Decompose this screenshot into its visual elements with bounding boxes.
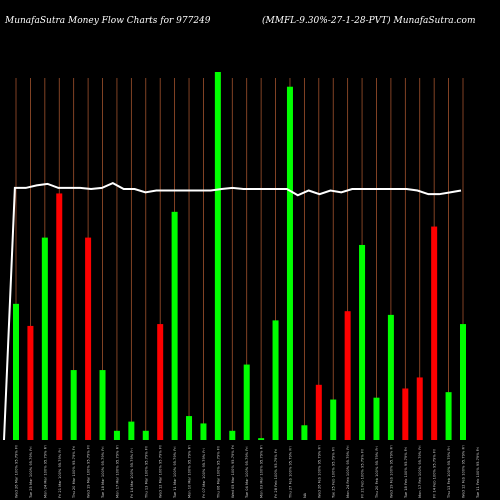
money-flow-bar — [142, 430, 149, 440]
x-tick-label: Fri 21 Feb 100% 95.79% Fri — [361, 449, 365, 498]
x-tick-label: Fri 28 Feb 100% 95.79% Fri — [274, 449, 278, 498]
money-flow-bar — [85, 237, 92, 440]
x-tick-label: Thu 20 Mar 100% 95.79% Fri — [72, 446, 76, 499]
x-tick-label: Thu 06 Mar 100% 95.79% Fri — [216, 446, 220, 499]
x-tick-label: Tue 11 Feb 100% 95.79% Fri — [476, 447, 480, 499]
money-flow-line — [3, 182, 462, 441]
x-tick-label: Thu 20 Feb 100% 95.79% Fri — [375, 446, 379, 499]
x-tick-label: Wed 26 Mar 100% 95.79% Fri — [15, 445, 19, 498]
money-flow-bar — [359, 244, 366, 440]
money-flow-bar — [460, 324, 466, 440]
money-flow-bar — [27, 325, 34, 440]
x-tick-label: Wed 12 Mar 100% 95.79% Fri — [159, 445, 163, 498]
money-flow-bar — [128, 421, 135, 440]
money-flow-bar — [344, 311, 351, 440]
money-flow-bar — [373, 397, 380, 440]
money-flow-bar — [99, 370, 106, 440]
money-flow-bar — [445, 392, 452, 440]
x-tick-label: Thu 13 Feb 100% 95.79% Fri — [447, 446, 451, 499]
x-tick-label: Tue 04 Mar 100% 95.79% Fri — [245, 447, 249, 499]
x-tick-label: NA — [303, 492, 307, 498]
x-tick-label: Wed 05 Mar 100% 95.79% Fri — [231, 445, 235, 498]
money-flow-bar — [315, 384, 322, 440]
x-tick-label: Mon 17 Mar 100% 95.79% Fri — [115, 445, 119, 498]
money-flow-bar — [70, 370, 77, 440]
chart-title-right: (MMFL-9.30%-27-1-28-PVT) MunafaSutra.com — [262, 16, 476, 26]
x-tick-label: Wed 26 Feb 100% 95.79% Fri — [317, 445, 321, 498]
x-tick-label: Wed 12 Feb 100% 95.79% Fri — [462, 445, 466, 498]
money-flow-bar — [330, 399, 337, 440]
x-axis-labels: Wed 26 Mar 100% 95.79% Fri Tue 25 Mar 100… — [15, 445, 480, 499]
x-tick-label: Mon 10 Mar 100% 95.79% Fri — [188, 445, 192, 498]
money-flow-bar — [301, 425, 308, 440]
money-flow-bar — [171, 211, 178, 440]
x-tick-label: Thu 13 Mar 100% 95.79% Fri — [144, 446, 148, 499]
x-tick-label: Fri 21 Mar 100% 95.79% Fri — [58, 448, 62, 498]
x-tick-label: Fri 07 Mar 100% 95.79% Fri — [202, 448, 206, 498]
money-flow-bar — [272, 320, 279, 440]
x-tick-label: Wed 19 Mar 100% 95.79% Fri — [87, 445, 91, 498]
money-flow-bar — [229, 430, 236, 440]
money-flow-bar — [200, 423, 207, 440]
money-flow-bar — [416, 377, 423, 440]
money-flow-bar — [431, 226, 438, 440]
money-flow-bar — [387, 314, 394, 440]
money-flow-bar — [113, 430, 120, 440]
money-flow-bar — [186, 416, 193, 440]
money-flow-bar — [214, 72, 221, 440]
x-tick-label: Tue 11 Mar 100% 95.79% Fri — [173, 447, 177, 499]
money-flow-bar — [402, 388, 409, 440]
money-flow-bar — [258, 438, 265, 440]
x-tick-label: Mon 24 Feb 100% 95.79% Fri — [346, 446, 350, 498]
money-flow-bar — [286, 86, 293, 440]
chart-header: MunafaSutra Money Flow Charts for 977249… — [0, 0, 500, 36]
money-flow-bar — [13, 303, 19, 440]
money-flow-bar — [41, 237, 48, 440]
chart-title-left: MunafaSutra Money Flow Charts for 977249 — [5, 16, 211, 26]
money-flow-bar — [157, 324, 164, 440]
x-tick-label: Fri 14 Feb 100% 95.79% Fri — [433, 449, 437, 498]
x-tick-label: Thu 27 Feb 100% 95.79% Fri — [288, 446, 292, 499]
line-series — [3, 182, 462, 441]
x-tick-label: Mon 03 Mar 100% 95.79% Fri — [260, 445, 264, 498]
vertical-grid — [15, 78, 464, 440]
x-tick-label: Mon 17 Feb 100% 95.79% Fri — [418, 446, 422, 498]
bar-series — [13, 72, 466, 440]
x-tick-label: Tue 25 Mar 100% 95.79% Fri — [29, 447, 33, 499]
money-flow-bar — [243, 364, 250, 440]
x-tick-label: Wed 19 Feb 100% 95.79% Fri — [389, 445, 393, 498]
x-tick-label: Mon 24 Mar 100% 95.79% Fri — [43, 445, 47, 498]
x-tick-label: Tue 18 Feb 100% 95.79% Fri — [404, 447, 408, 499]
x-tick-label: Tue 25 Feb 100% 95.79% Fri — [332, 447, 336, 499]
x-tick-label: Tue 18 Mar 100% 95.79% Fri — [101, 447, 105, 499]
x-tick-label: Fri 14 Mar 100% 95.79% Fri — [130, 448, 134, 498]
money-flow-bar — [56, 193, 63, 440]
